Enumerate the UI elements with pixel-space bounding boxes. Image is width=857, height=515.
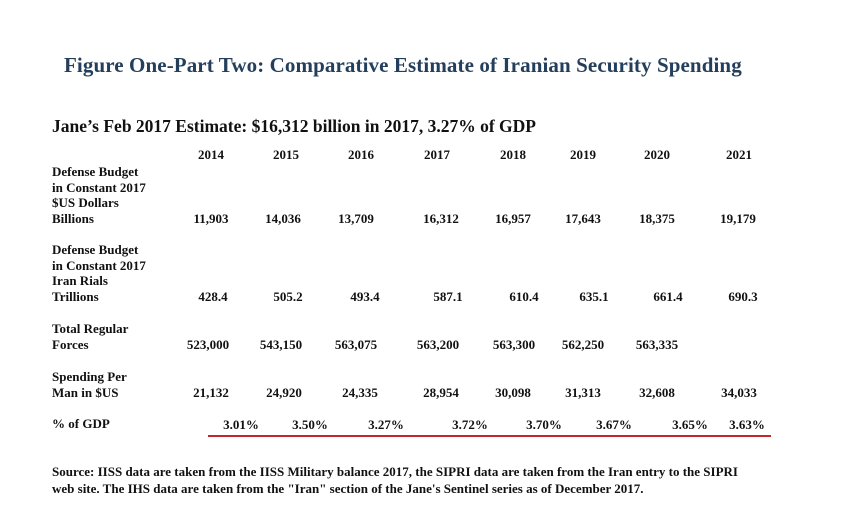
source-note: Source: IISS data are taken from the IIS…: [52, 463, 812, 497]
table-cell: 3.70%: [526, 417, 562, 432]
table-cell: 3.63%: [729, 417, 765, 432]
row-label-line: Iran Rials: [52, 273, 108, 288]
source-line: web site. The IHS data are taken from th…: [52, 481, 644, 496]
year-header: 2018: [500, 147, 526, 162]
table-cell: 3.72%: [452, 417, 488, 432]
estimate-subtitle: Jane’s Feb 2017 Estimate: $16,312 billio…: [52, 116, 537, 136]
table-cell: 493.4: [350, 289, 380, 304]
table-cell: 610.4: [509, 289, 539, 304]
source-line: Source: IISS data are taken from the IIS…: [52, 464, 738, 479]
year-header: 2015: [273, 147, 299, 162]
table-cell: 543,150: [259, 337, 303, 352]
table-cell: 3.27%: [368, 417, 404, 432]
row-label-line: Total Regular: [52, 321, 129, 336]
table-cell: 505.2: [273, 289, 303, 304]
table-cell: 34,033: [721, 385, 757, 400]
table-cell: 563,075: [334, 337, 378, 352]
row-label: % of GDP: [52, 416, 110, 432]
table-cell: 3.67%: [596, 417, 632, 432]
row-label: Defense Budget in Constant 2017 $US Doll…: [52, 164, 146, 226]
row-label-line: Trillions: [52, 288, 99, 304]
table-cell: 19,179: [720, 211, 756, 226]
table-cell: 635.1: [579, 289, 609, 304]
table-cell: 14,036: [265, 211, 301, 226]
row-label: Spending Per Man in $US: [52, 369, 127, 400]
row-label-line: Forces: [52, 336, 89, 352]
figure-title: Figure One-Part Two: Comparative Estimat…: [64, 53, 742, 77]
row-label: Defense Budget in Constant 2017 Iran Ria…: [52, 242, 146, 304]
table-cell: 16,957: [495, 211, 531, 226]
table-cell: 32,608: [639, 385, 675, 400]
table-cell: 690.3: [728, 289, 758, 304]
row-label-line: Billions: [52, 210, 94, 226]
table-cell: 562,250: [561, 337, 605, 352]
year-header: 2020: [644, 147, 670, 162]
row-label-line: $US Dollars: [52, 195, 119, 210]
table-cell: 661.4: [653, 289, 683, 304]
gdp-underline-divider: [208, 435, 771, 437]
row-label-line: Spending Per: [52, 369, 127, 384]
table-cell: 11,903: [193, 211, 229, 226]
table-cell: 21,132: [193, 385, 229, 400]
year-header: 2021: [726, 147, 752, 162]
year-header: 2019: [570, 147, 596, 162]
table-cell: 563,200: [416, 337, 460, 352]
table-cell: 31,313: [565, 385, 601, 400]
year-header: 2016: [348, 147, 374, 162]
table-cell: 17,643: [565, 211, 601, 226]
row-label-line: Defense Budget: [52, 242, 139, 257]
row-label: Total Regular Forces: [52, 321, 128, 352]
row-label-line: Man in $US: [52, 384, 119, 400]
row-label-line: in Constant 2017: [52, 257, 146, 273]
table-cell: 563,300: [492, 337, 536, 352]
table-cell: 563,335: [635, 337, 679, 352]
table-cell: 24,335: [342, 385, 378, 400]
row-label-line: % of GDP: [52, 416, 110, 431]
table-cell: 3.65%: [672, 417, 708, 432]
table-cell: 16,312: [423, 211, 459, 226]
year-header: 2017: [424, 147, 450, 162]
row-label-line: Defense Budget: [52, 164, 139, 179]
table-cell: 3.50%: [292, 417, 328, 432]
table-cell: 523,000: [186, 337, 230, 352]
table-cell: 28,954: [423, 385, 459, 400]
row-label-line: in Constant 2017: [52, 179, 146, 195]
table-cell: 13,709: [338, 211, 374, 226]
table-cell: 3.01%: [223, 417, 259, 432]
table-cell: 428.4: [198, 289, 228, 304]
table-cell: 18,375: [639, 211, 675, 226]
table-cell: 30,098: [495, 385, 531, 400]
table-cell: 24,920: [266, 385, 302, 400]
table-cell: 587.1: [433, 289, 463, 304]
year-header: 2014: [198, 147, 224, 162]
